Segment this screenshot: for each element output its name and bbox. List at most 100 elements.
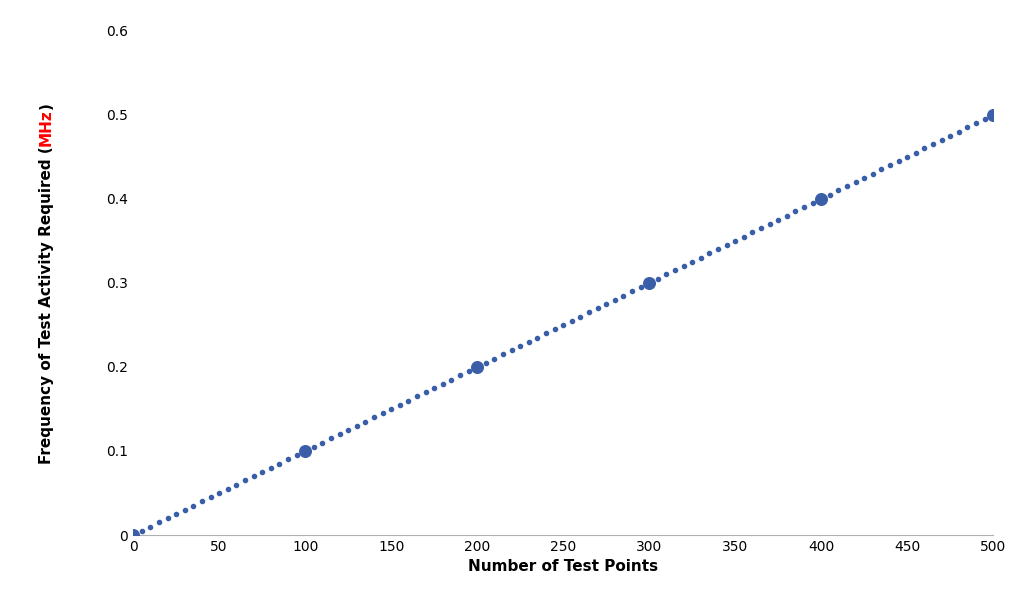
Point: [658, 269, 675, 279]
Point: [882, 161, 898, 170]
Point: [400, 395, 417, 405]
Point: [409, 392, 425, 402]
Point: [160, 514, 176, 523]
Point: [934, 135, 950, 145]
Point: [219, 484, 236, 494]
Point: [676, 261, 692, 271]
Point: [615, 291, 632, 301]
Point: [280, 454, 296, 464]
Point: [710, 244, 726, 254]
Point: [684, 257, 700, 267]
Point: [735, 232, 752, 242]
Point: [289, 450, 305, 460]
Point: [555, 320, 571, 330]
Point: [873, 164, 890, 175]
Point: [813, 194, 829, 204]
Point: [426, 383, 442, 393]
Point: [262, 463, 279, 473]
Point: [340, 425, 356, 435]
Point: [907, 148, 924, 157]
Point: [624, 287, 640, 296]
Point: [176, 505, 193, 515]
Point: [572, 312, 589, 322]
Point: [125, 530, 141, 540]
Point: [383, 404, 399, 414]
Point: [719, 240, 735, 250]
Point: [916, 143, 933, 153]
Point: [297, 446, 313, 456]
Point: [434, 379, 451, 389]
Point: [512, 341, 528, 351]
Point: [942, 131, 958, 141]
Point: [968, 118, 984, 128]
Point: [297, 446, 313, 456]
Point: [461, 366, 477, 376]
Point: [925, 139, 941, 149]
Point: [848, 177, 864, 187]
Point: [452, 370, 468, 380]
Point: [271, 459, 288, 469]
Point: [168, 509, 184, 519]
Point: [254, 467, 270, 477]
Point: [332, 429, 348, 439]
Point: [520, 337, 537, 347]
Point: [899, 152, 915, 162]
Point: [366, 413, 382, 423]
Point: [375, 408, 391, 418]
Point: [744, 228, 761, 237]
Point: [977, 114, 993, 124]
Point: [796, 202, 812, 212]
Text: MHz: MHz: [39, 109, 53, 146]
Point: [314, 438, 331, 448]
Point: [891, 156, 907, 166]
Point: [246, 471, 262, 481]
Point: [590, 303, 606, 313]
Point: [692, 253, 709, 263]
Point: [228, 480, 245, 490]
Point: [469, 362, 485, 372]
Point: [950, 127, 967, 137]
Point: [667, 266, 683, 276]
Point: [443, 375, 460, 384]
Point: [133, 526, 150, 536]
Point: [237, 475, 253, 485]
Point: [495, 349, 511, 359]
Point: [753, 223, 769, 233]
Point: [151, 518, 167, 528]
Point: [762, 219, 778, 229]
Point: [641, 278, 657, 288]
Point: [727, 236, 743, 246]
Point: [701, 248, 718, 258]
Point: [864, 169, 881, 178]
Point: [821, 189, 838, 199]
Point: [633, 282, 649, 292]
Point: [856, 173, 872, 183]
Point: [649, 274, 666, 284]
Point: [959, 122, 976, 132]
Point: [813, 194, 829, 204]
Point: [985, 110, 1001, 120]
Point: [581, 308, 597, 317]
Point: [418, 387, 434, 397]
Point: [606, 295, 623, 304]
Text: ): ): [39, 102, 53, 109]
Point: [547, 324, 563, 334]
Point: [641, 278, 657, 288]
Point: [529, 333, 546, 343]
Point: [486, 354, 503, 363]
Point: [348, 421, 365, 430]
Point: [477, 358, 494, 368]
Point: [194, 496, 210, 506]
Point: [805, 198, 821, 208]
X-axis label: Number of Test Points: Number of Test Points: [468, 560, 658, 574]
Point: [830, 186, 847, 196]
Point: [985, 110, 1001, 120]
Point: [391, 400, 408, 410]
Point: [778, 211, 795, 221]
Point: [598, 299, 614, 309]
Point: [142, 522, 159, 531]
Point: [185, 501, 202, 510]
Point: [563, 316, 580, 326]
Point: [305, 442, 322, 451]
Text: Frequency of Test Activity Required (: Frequency of Test Activity Required (: [39, 146, 53, 464]
